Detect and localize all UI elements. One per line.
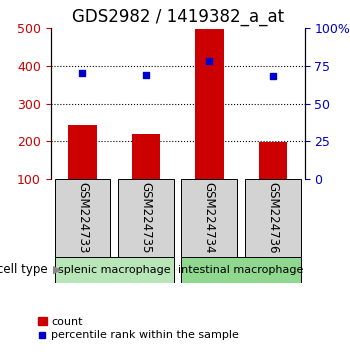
Title: GDS2982 / 1419382_a_at: GDS2982 / 1419382_a_at [71,8,284,25]
Bar [55,179,110,257]
Bar [181,257,301,283]
Legend: count, percentile rank within the sample: count, percentile rank within the sample [34,313,244,345]
Bar [259,142,287,216]
Point [270,74,275,79]
Text: intestinal macrophage: intestinal macrophage [178,265,304,275]
Bar [132,134,160,216]
Bar [195,29,224,216]
Point [206,58,212,64]
Bar [118,179,174,257]
Text: cell type: cell type [0,263,47,276]
Bar [181,179,237,257]
Text: splenic macrophage: splenic macrophage [58,265,170,275]
Bar [245,179,301,257]
Text: GSM224735: GSM224735 [139,182,152,253]
Text: GSM224733: GSM224733 [76,182,89,253]
Text: GSM224734: GSM224734 [203,182,216,253]
Text: GSM224736: GSM224736 [266,182,279,253]
Bar [68,125,97,216]
Point [80,70,85,76]
Text: ▶: ▶ [52,265,61,275]
Bar [55,257,174,283]
Point [143,72,149,78]
